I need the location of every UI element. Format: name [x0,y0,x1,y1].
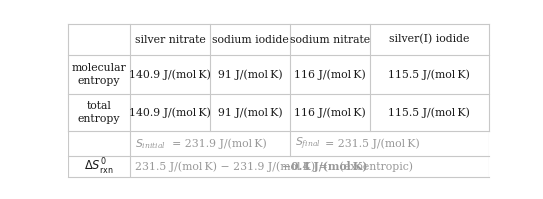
Text: 140.9 J/(mol K): 140.9 J/(mol K) [129,69,211,80]
Text: 91 J/(mol K): 91 J/(mol K) [218,69,282,80]
Text: total
entropy: total entropy [78,101,120,124]
Text: silver(I) iodide: silver(I) iodide [389,34,470,45]
Text: 115.5 J/(mol K): 115.5 J/(mol K) [388,107,470,118]
Text: 115.5 J/(mol K): 115.5 J/(mol K) [388,69,470,80]
Text: = 231.5 J/(mol K): = 231.5 J/(mol K) [323,139,420,149]
Text: (exoentropic): (exoentropic) [336,161,413,172]
Text: 116 J/(mol K): 116 J/(mol K) [294,107,366,118]
Text: 91 J/(mol K): 91 J/(mol K) [218,107,282,118]
Text: silver nitrate: silver nitrate [135,35,205,45]
Text: molecular
entropy: molecular entropy [72,63,127,86]
Text: 231.5 J/(mol K) − 231.9 J/(mol K) =: 231.5 J/(mol K) − 231.9 J/(mol K) = [135,161,331,172]
Text: sodium nitrate: sodium nitrate [290,35,370,45]
Text: $S_\mathregular{initial}$: $S_\mathregular{initial}$ [135,137,166,151]
Text: 140.9 J/(mol K): 140.9 J/(mol K) [129,107,211,118]
Text: 116 J/(mol K): 116 J/(mol K) [294,69,366,80]
Text: −0.4 J/(mol K): −0.4 J/(mol K) [282,161,367,172]
Text: sodium iodide: sodium iodide [212,35,288,45]
Text: = 231.9 J/(mol K): = 231.9 J/(mol K) [170,139,267,149]
Text: $S_\mathregular{final}$: $S_\mathregular{final}$ [295,136,321,152]
Text: $\Delta S^0_\mathregular{rxn}$: $\Delta S^0_\mathregular{rxn}$ [84,157,114,177]
